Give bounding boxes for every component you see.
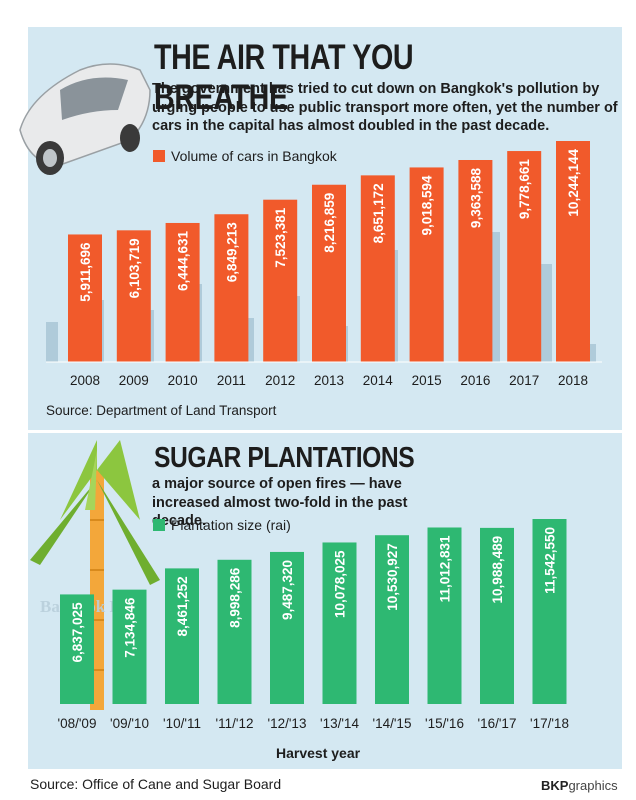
cars-tick-label: 2008 (70, 373, 100, 388)
sugar-data-label: 8,998,286 (228, 567, 243, 628)
cars-bar (68, 234, 102, 362)
sugar-tick-label: '08/'09 (58, 716, 97, 731)
brand-bold: BKP (541, 778, 569, 793)
cars-data-label: 9,778,661 (517, 159, 532, 220)
cars-bar (312, 184, 346, 362)
car-icon (19, 63, 151, 175)
cars-tick-label: 2018 (558, 373, 588, 388)
brand-rest: graphics (568, 778, 618, 793)
section-subtitle: a major source of open fires — have incr… (152, 476, 408, 529)
cars-data-label: 9,363,588 (468, 168, 483, 229)
cars-bar (409, 167, 444, 362)
sugar-tick-label: '15/'16 (425, 716, 464, 731)
sugar-bar (270, 551, 304, 704)
main-title: THE AIR THAT YOU BREATHE (154, 38, 414, 117)
cars-tick-label: 2017 (509, 373, 539, 388)
sugar-bar (427, 527, 462, 704)
cars-data-label: 10,244,144 (566, 149, 581, 217)
sugar-bar (480, 527, 514, 704)
cars-bar (556, 141, 590, 362)
cars-bar (507, 151, 542, 362)
sugar-tick-label: '09/'10 (110, 716, 149, 731)
sugar-legend-label: Plantation size (rai) (171, 517, 291, 533)
sugar-tick-label: '13/'14 (320, 716, 359, 731)
sugar-bar (60, 594, 94, 704)
cars-tick-label: 2015 (412, 373, 442, 388)
sugar-data-label: 6,837,025 (70, 602, 85, 663)
cars-legend-swatch (153, 150, 165, 162)
sugar-bar (532, 519, 567, 704)
sugar-tick-label: '12/'13 (268, 716, 307, 731)
cars-data-label: 7,523,381 (273, 207, 288, 268)
cars-data-label: 5,911,696 (78, 242, 93, 302)
sugar-tick-label: '14/'15 (373, 716, 412, 731)
sugar-data-label: 10,078,025 (333, 550, 348, 618)
sugar-data-label: 11,542,550 (543, 527, 558, 594)
brand-logo: BKPgraphics (541, 778, 618, 793)
sugar-data-label: 7,134,846 (123, 597, 138, 658)
cars-tick-label: 2010 (168, 373, 198, 388)
sugar-bar (217, 559, 252, 704)
cars-bar (165, 222, 200, 362)
cars-tick-label: 2016 (460, 373, 490, 388)
cars-data-label: 6,444,631 (176, 230, 191, 291)
x-axis-title: Harvest year (276, 745, 361, 761)
sugar-legend-swatch (153, 519, 165, 531)
cars-source: Source: Department of Land Transport (46, 403, 277, 418)
cars-legend: Volume of cars in Bangkok (153, 148, 337, 164)
sugar-data-label: 8,461,252 (175, 576, 190, 636)
sugar-tick-label: '10/'11 (163, 716, 201, 731)
cars-tick-label: 2009 (119, 373, 149, 388)
main-subtitle: The government has tried to cut down on … (152, 81, 618, 134)
cars-data-label: 8,651,172 (371, 183, 386, 243)
cars-bar (263, 199, 298, 362)
cars-legend-label: Volume of cars in Bangkok (171, 148, 337, 164)
sugar-data-label: 11,012,831 (438, 535, 453, 602)
cars-data-label: 8,216,859 (322, 193, 337, 253)
sugar-data-label: 9,487,320 (280, 560, 295, 620)
sugar-tick-label: '11/'12 (216, 716, 254, 731)
cars-tick-label: 2014 (363, 373, 394, 388)
sugar-tick-label: '17/'18 (530, 716, 569, 731)
cars-data-label: 6,849,213 (224, 222, 239, 283)
sugar-bar (375, 535, 409, 704)
cars-bar (360, 175, 395, 362)
cars-bar (214, 214, 249, 362)
cars-bar (116, 230, 151, 362)
sugar-bar (322, 542, 357, 704)
sugar-data-label: 10,530,927 (385, 543, 400, 611)
sugar-legend: Plantation size (rai) (153, 517, 291, 533)
sugar-tick-label: '16/'17 (478, 716, 517, 731)
sugar-bar (112, 589, 147, 704)
sugar-bar (165, 568, 199, 704)
cars-data-label: 9,018,594 (420, 175, 435, 236)
sugar-source: Source: Office of Cane and Sugar Board (30, 776, 282, 792)
cars-tick-label: 2012 (265, 373, 295, 388)
section-divider (28, 430, 622, 433)
sugar-data-label: 10,988,489 (490, 536, 505, 604)
section-title: SUGAR PLANTATIONS (154, 442, 415, 474)
cars-tick-label: 2013 (314, 373, 344, 388)
cars-bar (458, 159, 493, 362)
cars-tick-label: 2011 (217, 373, 246, 388)
cars-data-label: 6,103,719 (127, 238, 142, 298)
